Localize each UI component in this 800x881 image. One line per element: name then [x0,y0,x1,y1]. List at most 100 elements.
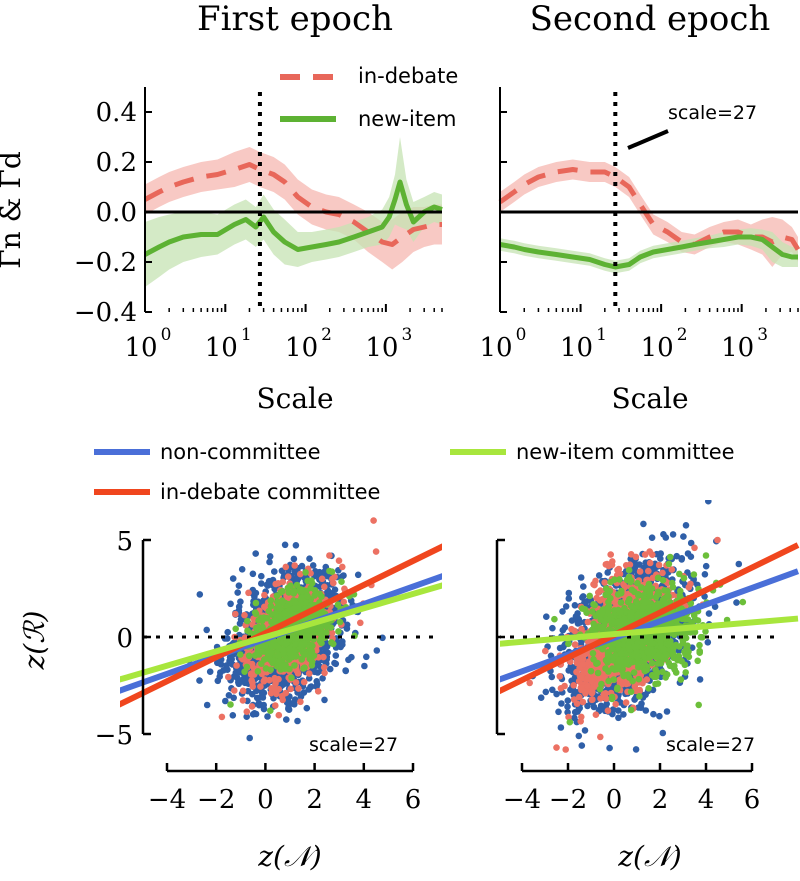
scatter-point [338,578,345,585]
scatter-point [283,716,290,723]
scatter-point [241,611,248,619]
scatter-point [267,597,275,604]
scatter-point [332,652,340,659]
scatter-point [264,713,271,720]
scatter-point [620,711,627,718]
scatter-point [305,675,313,682]
scatter-point [288,674,295,682]
scatter-point [577,684,585,691]
scatter-point [286,645,293,653]
scatter-point [302,569,309,576]
scatter-point [584,618,592,626]
scatter-point [251,652,259,659]
x-tick-label: 10 [560,333,593,363]
scatter-point [704,639,712,646]
scatter-point [659,729,667,737]
scatter-point [622,699,630,706]
scatter-point [298,642,306,649]
scatter-point [287,685,295,693]
scatter-point [597,702,605,710]
scatter-point [557,724,565,731]
scatter-point [297,586,305,593]
y-tick-label: 0.2 [96,148,137,178]
scatter-point [548,673,556,681]
scatter-point [292,542,300,549]
scatter-point [673,552,680,560]
scatter-point [305,670,313,677]
scatter-point [334,601,342,608]
scatter-point [632,746,640,753]
scatter-point [335,557,343,564]
scatter-point [564,697,572,704]
scatter-point [542,688,550,696]
scatter-point [291,568,299,576]
y-tick-label: 5 [116,527,133,557]
scatter-point [228,656,235,663]
scatter-point [342,667,349,674]
scatter-point [701,571,709,578]
scatter-point [266,656,274,663]
scatter-point [251,609,259,616]
scatter-point [225,673,232,681]
scatter-point [326,567,333,575]
title-second-epoch: Second epoch [530,0,771,39]
scatter-point [272,702,279,709]
scatter-point [370,517,377,524]
scatter-point [260,614,268,621]
scatter-point [340,598,348,606]
scatter-point [300,678,308,686]
scatter-point [293,635,300,642]
scatter-point [290,555,298,563]
scatter-point [572,613,580,620]
scatter-point [295,685,302,692]
scatter-point [331,586,339,593]
scatter-point [669,531,677,538]
scatter-point [601,579,608,586]
panel-scatter-first-epoch: 50−5−4 −2 0 2 4 6 [95,517,442,815]
scatter-point [308,683,315,690]
scatter-point [559,608,566,615]
bottom-legend: non-committee in-debate committee new-it… [94,440,735,504]
scatter-point [287,582,294,589]
scatter-point [570,682,577,689]
y-tick-label: 0 [116,624,133,654]
scatter-point [247,671,255,678]
scatter-point [313,678,321,685]
scatter-point [224,628,231,636]
scatter-point [537,694,545,701]
x-tick-label: 2 [306,785,323,815]
x-tick-exponent: 2 [677,325,688,345]
scatter-point [258,580,265,587]
y-tick-label: −5 [95,721,133,751]
annotation-pointer-line [627,129,669,150]
scatter-point [336,618,344,626]
scatter-point [606,744,613,752]
scatter-point [319,675,326,682]
scatter-point [203,701,211,709]
title-first-epoch: First epoch [197,0,393,39]
scatter-point [574,708,581,715]
scatter-point [684,550,692,557]
x-tick-label: 10 [285,333,318,363]
scatter-point [571,602,579,609]
scatter-point [245,589,252,597]
scatter-point [238,566,246,573]
scatter-point [297,570,304,578]
scatter-point [705,610,713,617]
scatter-point [220,667,227,674]
x-tick-label: 10 [721,333,754,363]
scatter-point [641,551,649,558]
x-tick-label: 10 [205,333,238,363]
y-axis-label-gamma: Γn & Γd [0,151,27,269]
scatter-point [235,679,242,686]
scatter-point [237,651,244,658]
scatter-point [251,710,258,717]
scatter-point [291,662,298,669]
scatter-point [243,708,251,715]
scatter-point [568,617,576,624]
scatter-point [271,568,278,575]
scatter-point [330,579,337,587]
series-line-new-item [499,234,798,270]
scatter-point [584,702,591,710]
scatter-point [239,697,247,704]
